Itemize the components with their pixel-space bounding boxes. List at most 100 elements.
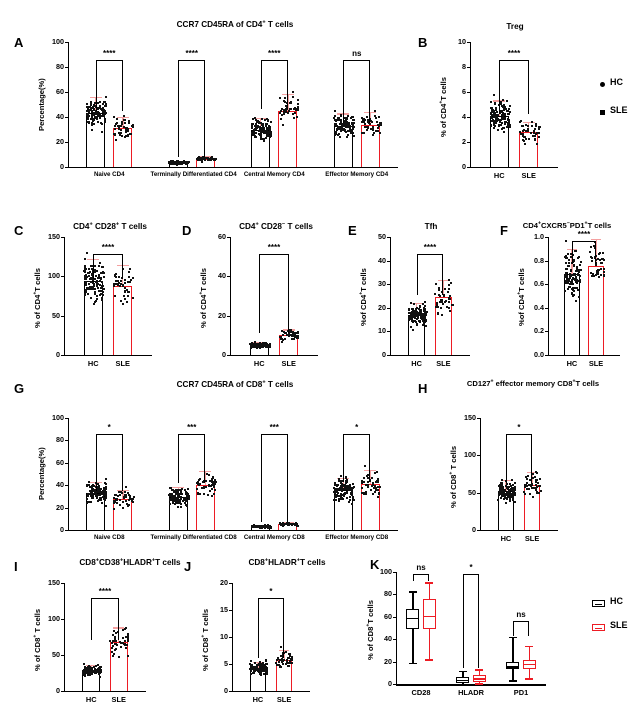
data-point (339, 487, 342, 490)
data-point (293, 108, 296, 111)
data-point (348, 122, 351, 125)
data-point (115, 498, 118, 501)
sig-label-A-0: **** (103, 48, 116, 58)
data-point (195, 482, 198, 485)
data-point (113, 499, 116, 502)
data-point (91, 110, 94, 113)
data-point (594, 273, 597, 276)
data-point (531, 486, 534, 489)
data-point (259, 130, 262, 133)
data-point (534, 124, 537, 127)
data-point (512, 491, 515, 494)
data-point (202, 480, 205, 483)
data-point (564, 280, 567, 282)
data-point (367, 476, 370, 479)
data-point (213, 492, 216, 495)
data-point (103, 100, 106, 103)
data-point (114, 138, 117, 141)
median-K-hc-0 (406, 617, 420, 620)
sig-label-F-0: **** (577, 230, 591, 239)
data-point (373, 110, 376, 113)
data-point (603, 275, 606, 278)
data-point (88, 480, 91, 483)
whisker-cap-top-K-hc-2 (508, 636, 517, 639)
data-point (85, 113, 88, 116)
data-point (424, 313, 427, 316)
x-category-G-1: Terminally Differentiated CD8 (150, 534, 237, 541)
data-point (105, 477, 108, 480)
data-point (173, 495, 175, 497)
data-point (339, 129, 342, 132)
data-point (122, 295, 125, 298)
y-tick-K-5 (393, 572, 396, 573)
data-point (506, 126, 509, 129)
data-point (566, 256, 569, 259)
data-point (344, 131, 347, 134)
data-point (526, 475, 529, 478)
data-point (264, 344, 267, 347)
data-point (198, 484, 201, 487)
data-point (204, 158, 207, 161)
sig-label-K-1: * (469, 563, 473, 572)
data-point (506, 110, 509, 113)
data-point (576, 278, 579, 281)
data-point (414, 309, 417, 312)
data-point (197, 156, 200, 159)
data-point (96, 108, 99, 111)
data-point (501, 116, 504, 119)
data-point (255, 525, 258, 528)
data-point (494, 108, 497, 111)
data-point (93, 490, 96, 493)
data-point (417, 312, 420, 315)
data-point (123, 494, 126, 497)
data-point (420, 310, 423, 313)
data-point (175, 493, 178, 496)
data-point (444, 287, 447, 290)
x-category-G-3: Effector Memory CD8 (325, 534, 389, 541)
data-point (506, 494, 509, 497)
data-point (100, 498, 103, 501)
data-point (186, 499, 189, 502)
data-point (99, 108, 102, 111)
y-tick-K-1 (393, 662, 396, 663)
data-point (100, 491, 103, 494)
y-tick-F-1 (545, 331, 548, 332)
data-point (202, 486, 205, 489)
data-point (125, 493, 128, 496)
y-tick-G-5 (65, 418, 68, 419)
data-point (254, 131, 257, 134)
data-point (280, 118, 283, 121)
data-point (362, 119, 365, 122)
data-point (92, 120, 95, 123)
data-point (168, 495, 171, 498)
legend-label-hc-K: HC (610, 596, 623, 606)
data-point (367, 122, 370, 125)
data-point (570, 280, 573, 283)
data-point (284, 332, 287, 335)
data-point (421, 324, 424, 327)
data-point (268, 525, 271, 528)
data-point (251, 125, 254, 128)
data-point (82, 673, 85, 676)
data-point (90, 100, 93, 103)
data-point (114, 128, 117, 131)
data-point (255, 120, 258, 123)
data-point (253, 116, 256, 119)
data-point (592, 272, 595, 275)
data-point (177, 160, 180, 163)
data-point (437, 311, 440, 314)
data-point (100, 131, 103, 134)
data-point (504, 495, 507, 498)
data-point (423, 317, 426, 320)
data-point (257, 346, 260, 349)
data-point (207, 474, 210, 477)
data-point (503, 491, 506, 494)
data-point (282, 123, 285, 126)
data-point (121, 122, 124, 125)
whisker-cap-bottom-K-sle-2 (525, 678, 534, 680)
data-point (411, 314, 414, 317)
y-tick-B-3 (467, 92, 470, 93)
x-category-C-hc: HC (87, 359, 99, 368)
data-point (502, 118, 505, 121)
data-point (505, 501, 508, 504)
